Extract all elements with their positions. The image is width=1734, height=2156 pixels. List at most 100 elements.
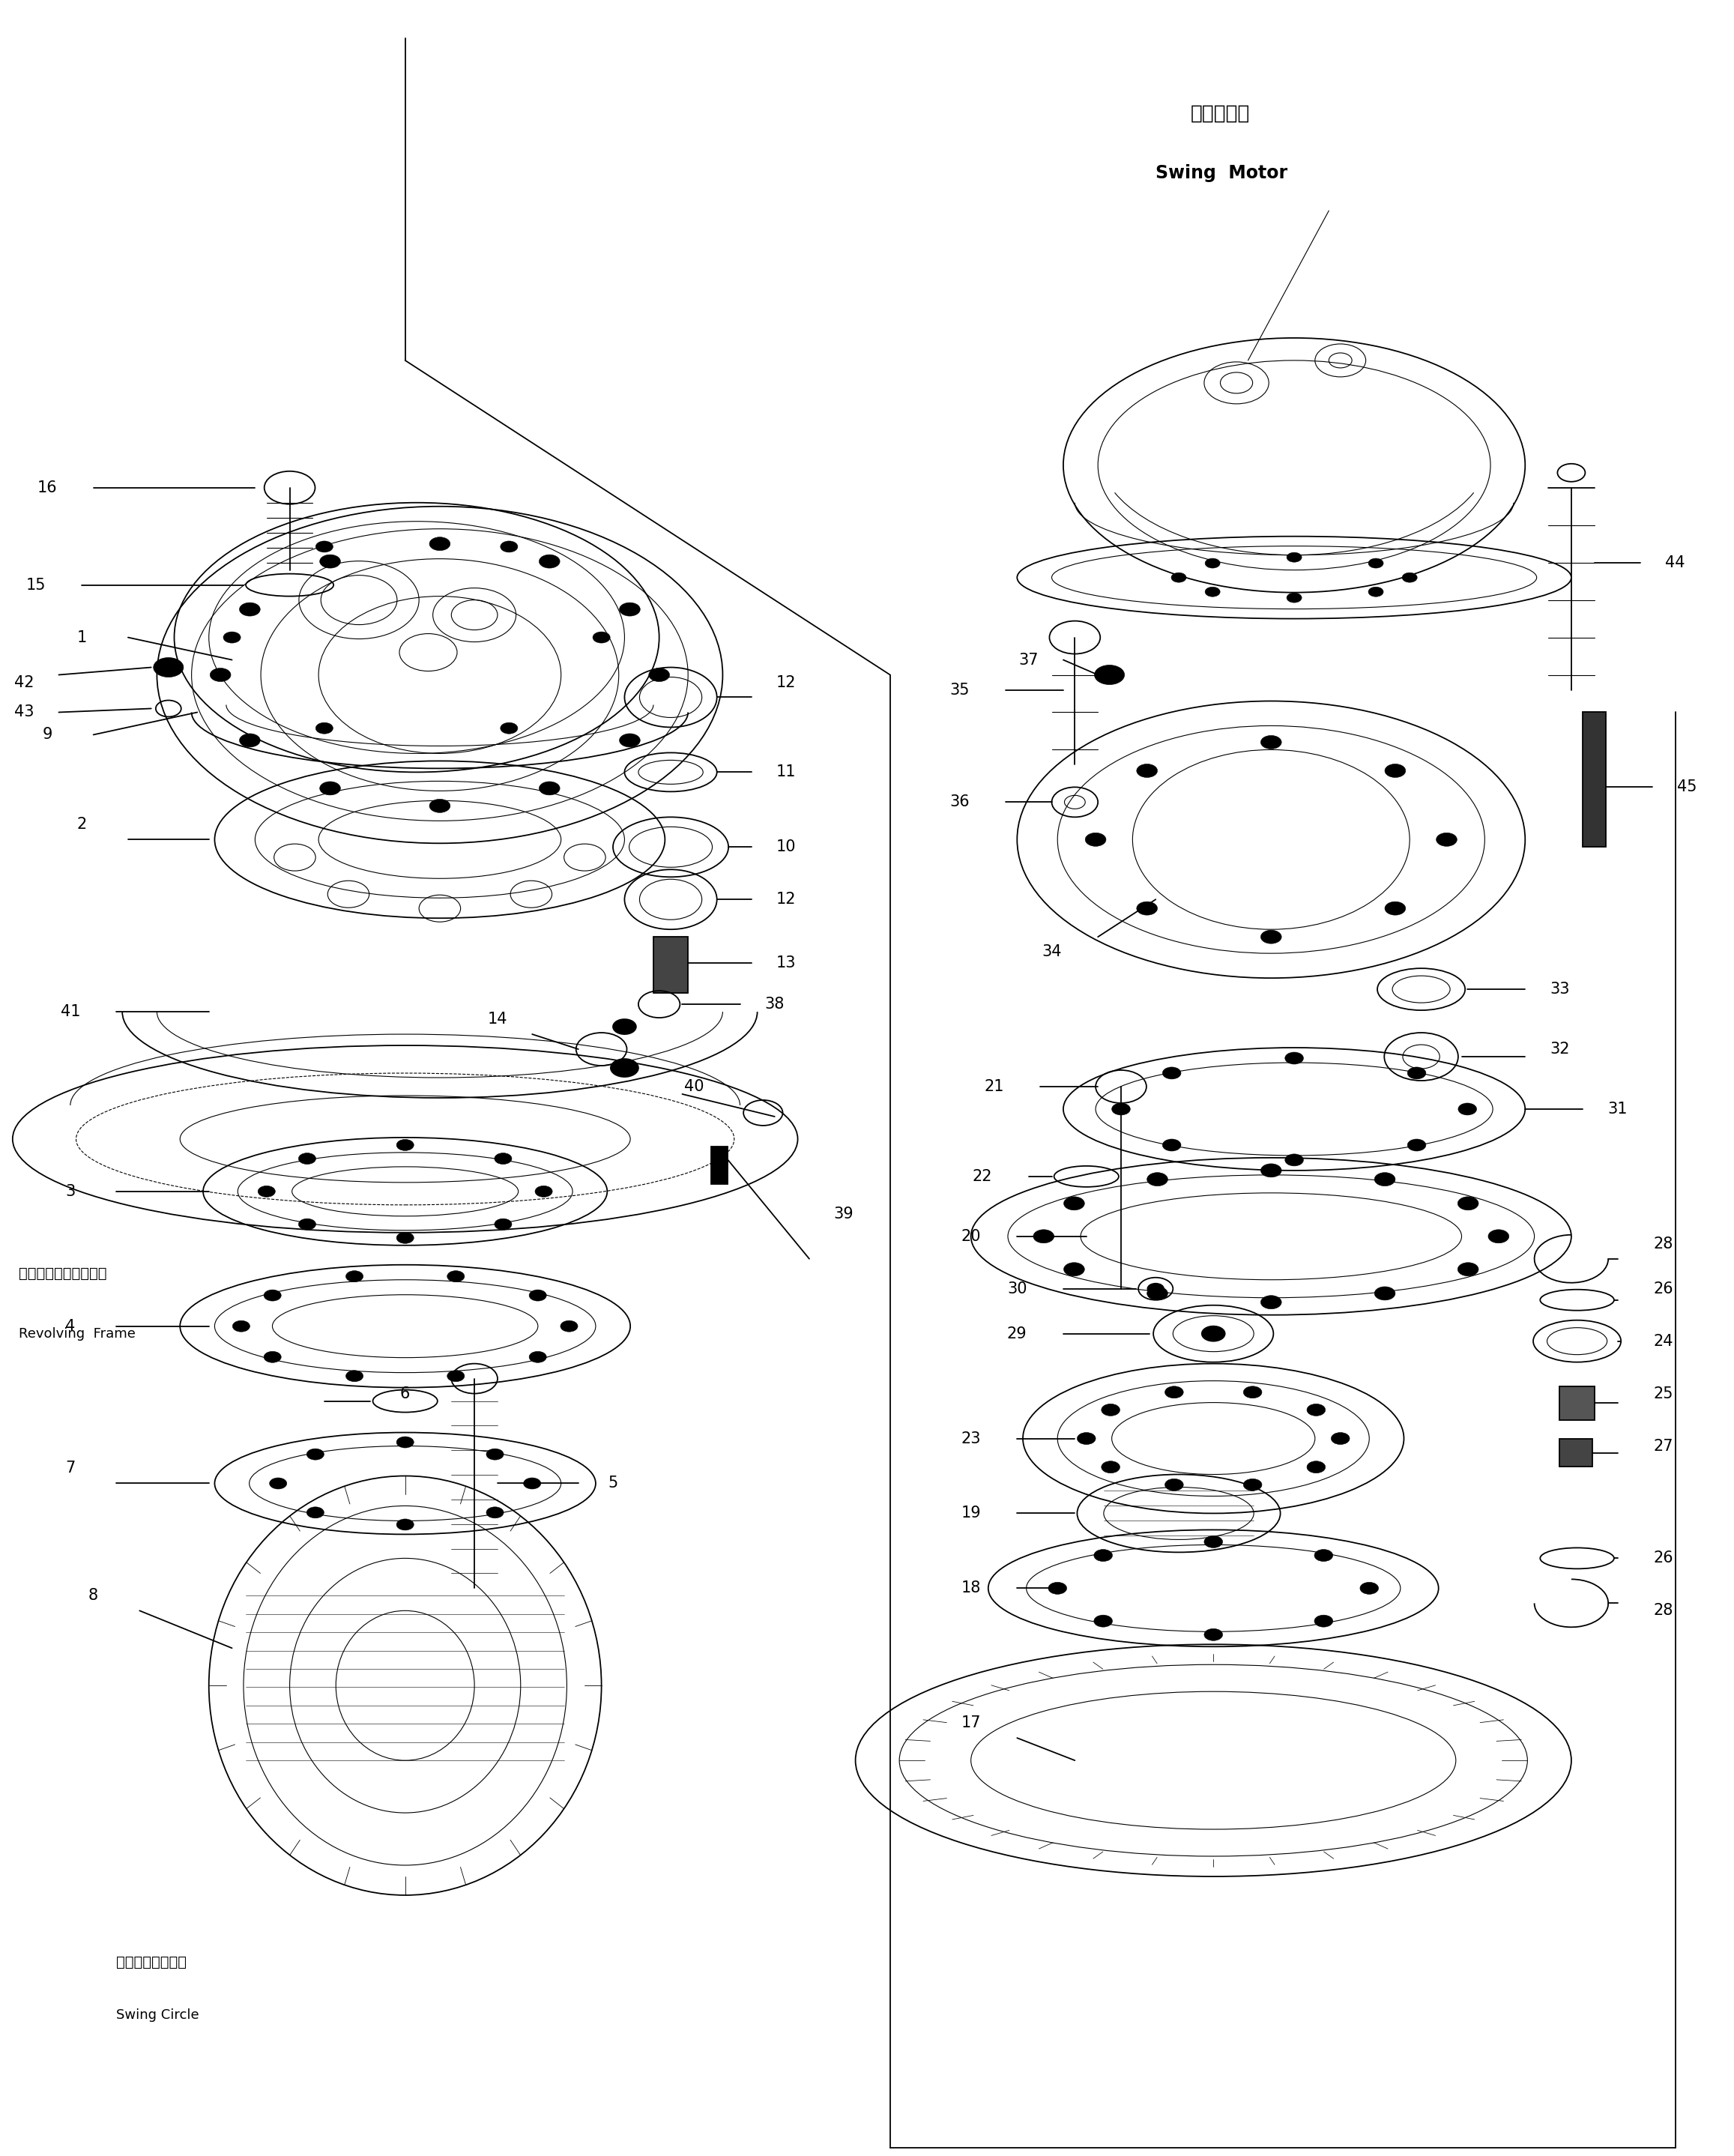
Circle shape [649, 668, 669, 681]
Text: 27: 27 [1654, 1438, 1673, 1453]
Circle shape [1488, 1229, 1509, 1244]
Circle shape [619, 602, 640, 617]
Text: 9: 9 [42, 727, 52, 742]
Text: 21: 21 [985, 1080, 1004, 1093]
Bar [711, 1147, 727, 1184]
Circle shape [264, 1289, 281, 1300]
Circle shape [524, 1477, 541, 1490]
Text: 19: 19 [961, 1505, 981, 1520]
Circle shape [210, 668, 231, 681]
Circle shape [1285, 1153, 1304, 1166]
Circle shape [1202, 1326, 1224, 1341]
Circle shape [1458, 1197, 1479, 1210]
Circle shape [619, 733, 640, 748]
Circle shape [316, 541, 333, 552]
Text: 16: 16 [36, 481, 57, 496]
Circle shape [1243, 1386, 1262, 1399]
Circle shape [1385, 763, 1406, 778]
Circle shape [1205, 558, 1221, 567]
Circle shape [1436, 832, 1457, 847]
Circle shape [529, 1352, 546, 1363]
Text: 5: 5 [609, 1477, 617, 1492]
Circle shape [1136, 901, 1157, 914]
Text: 12: 12 [777, 893, 796, 908]
Circle shape [397, 1233, 414, 1244]
Circle shape [1101, 1404, 1120, 1416]
Circle shape [1375, 1173, 1396, 1186]
Circle shape [1408, 1138, 1425, 1151]
Circle shape [307, 1507, 324, 1518]
Circle shape [501, 541, 518, 552]
Bar [1583, 711, 1606, 847]
Text: 34: 34 [1042, 944, 1061, 959]
Circle shape [239, 602, 260, 617]
Circle shape [1170, 573, 1186, 582]
Circle shape [1094, 1550, 1113, 1561]
Text: 33: 33 [1550, 981, 1569, 996]
Text: 40: 40 [683, 1080, 704, 1093]
Circle shape [1287, 593, 1302, 602]
Text: 8: 8 [88, 1589, 99, 1604]
Circle shape [264, 1352, 281, 1363]
Text: 7: 7 [66, 1462, 75, 1477]
Circle shape [539, 783, 560, 796]
Text: 6: 6 [401, 1386, 411, 1401]
Text: 43: 43 [14, 705, 35, 720]
Text: 2: 2 [76, 817, 87, 832]
Circle shape [1314, 1615, 1333, 1628]
Circle shape [1077, 1432, 1096, 1445]
Circle shape [1287, 552, 1302, 563]
Text: 23: 23 [961, 1432, 981, 1447]
Circle shape [494, 1218, 512, 1229]
Circle shape [529, 1289, 546, 1300]
Text: 3: 3 [66, 1184, 75, 1199]
Circle shape [1162, 1067, 1181, 1078]
Text: 18: 18 [961, 1580, 981, 1595]
Text: 1: 1 [76, 630, 87, 645]
Text: 29: 29 [1007, 1326, 1027, 1341]
Circle shape [1049, 1583, 1066, 1593]
Circle shape [1261, 735, 1281, 748]
Circle shape [1094, 1615, 1113, 1628]
Text: 4: 4 [66, 1319, 75, 1335]
Circle shape [593, 632, 610, 642]
Text: レボルビングフレーム: レボルビングフレーム [19, 1268, 106, 1281]
Circle shape [536, 1186, 553, 1197]
Text: 28: 28 [1654, 1235, 1673, 1250]
Circle shape [494, 1153, 512, 1164]
Circle shape [1205, 586, 1221, 597]
Circle shape [1063, 1263, 1084, 1276]
Circle shape [1136, 763, 1157, 778]
Text: 36: 36 [950, 796, 969, 811]
Circle shape [1261, 929, 1281, 944]
Circle shape [1307, 1404, 1325, 1416]
Text: 41: 41 [61, 1005, 80, 1020]
Circle shape [1146, 1173, 1167, 1186]
Circle shape [1085, 832, 1106, 847]
Circle shape [1403, 573, 1417, 582]
Circle shape [319, 783, 340, 796]
Circle shape [486, 1449, 503, 1460]
Circle shape [397, 1436, 414, 1449]
Circle shape [345, 1270, 362, 1283]
Circle shape [539, 554, 560, 569]
Text: 14: 14 [487, 1011, 508, 1026]
Circle shape [1385, 901, 1406, 914]
Circle shape [258, 1186, 276, 1197]
Circle shape [1162, 1138, 1181, 1151]
Circle shape [316, 722, 333, 733]
Text: 39: 39 [834, 1207, 853, 1222]
Circle shape [1332, 1432, 1349, 1445]
Text: スイングサークル: スイングサークル [116, 1955, 187, 1971]
Circle shape [397, 1520, 414, 1531]
Circle shape [224, 632, 241, 642]
Circle shape [1148, 1283, 1164, 1294]
Circle shape [1408, 1067, 1425, 1078]
Bar [1561, 1438, 1592, 1466]
Circle shape [397, 1138, 414, 1151]
Circle shape [298, 1153, 316, 1164]
Circle shape [269, 1477, 286, 1490]
Circle shape [614, 1020, 636, 1035]
Text: 26: 26 [1654, 1281, 1673, 1296]
Text: Swing  Motor: Swing Motor [1155, 164, 1288, 183]
